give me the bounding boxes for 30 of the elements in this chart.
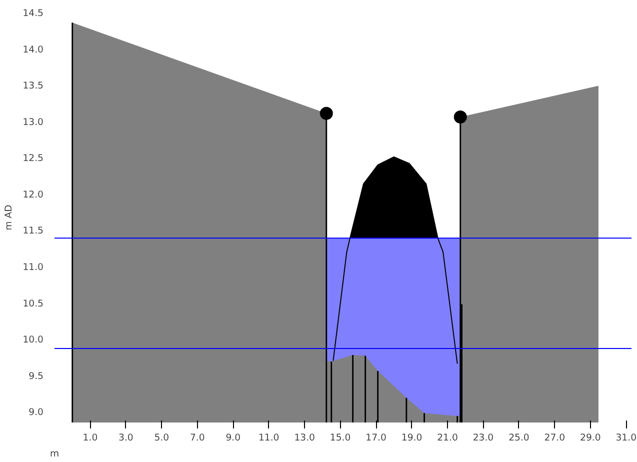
x-tick-label: 7.0 bbox=[190, 432, 205, 444]
x-tick-label: 25.0 bbox=[508, 432, 530, 444]
y-tick-label: 11.0 bbox=[22, 262, 44, 273]
x-tick-label: 13.0 bbox=[294, 432, 316, 444]
y-tick-label: 12.5 bbox=[22, 153, 44, 164]
x-tick-label: 27.0 bbox=[544, 432, 566, 444]
y-tick-label: 14.5 bbox=[22, 8, 44, 19]
x-tick-label: 19.0 bbox=[401, 432, 422, 444]
y-tick-label: 13.0 bbox=[22, 116, 44, 128]
y-tick-label: 10.0 bbox=[22, 334, 44, 346]
x-tick-label: 23.0 bbox=[472, 432, 494, 444]
y-tick-label: 12.0 bbox=[22, 189, 44, 200]
x-tick-label: 1.0 bbox=[82, 432, 98, 444]
x-tick-label: 29.0 bbox=[580, 432, 601, 444]
x-tick-label: 15.0 bbox=[330, 432, 351, 444]
x-axis-title: m bbox=[50, 448, 60, 460]
x-tick-label: 5.0 bbox=[154, 432, 170, 444]
y-axis-title: m AD bbox=[4, 204, 15, 230]
y-tick-label: 11.5 bbox=[22, 226, 44, 237]
y-tick-label: 9.0 bbox=[28, 407, 44, 418]
x-tick-label: 21.0 bbox=[437, 432, 458, 444]
y-tick-label: 10.5 bbox=[22, 298, 44, 310]
x-tick-label: 11.0 bbox=[258, 432, 280, 444]
y-tick-label: 14.0 bbox=[22, 44, 44, 56]
x-tick-label: 31.0 bbox=[616, 432, 637, 444]
x-tick-label: 17.0 bbox=[366, 432, 386, 444]
y-tick-label: 9.5 bbox=[28, 370, 44, 382]
x-tick-label: 9.0 bbox=[226, 432, 241, 444]
x-tick-label: 3.0 bbox=[118, 432, 134, 444]
y-tick-label: 13.5 bbox=[22, 80, 44, 92]
